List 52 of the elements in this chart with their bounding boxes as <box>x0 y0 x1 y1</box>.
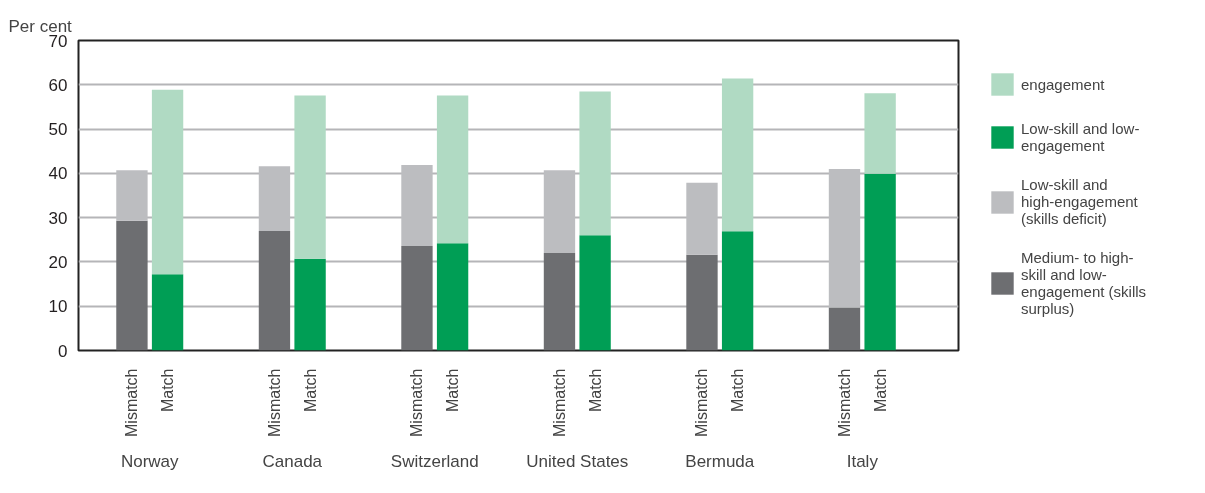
bar <box>151 274 184 351</box>
x-tick-label: Match <box>586 368 604 413</box>
x-tick-label: Mismatch <box>550 368 568 437</box>
x-tick-label: Mismatch <box>265 368 283 437</box>
bar <box>579 91 611 236</box>
x-tick-label: Match <box>159 368 177 413</box>
x-tick-label: Mismatch <box>835 368 853 437</box>
bar <box>294 95 326 259</box>
y-tick-label: 0 <box>58 341 68 361</box>
x-tick-label: Mismatch <box>693 368 711 437</box>
text: Canada <box>262 451 323 471</box>
text: Norway <box>120 451 180 471</box>
text: Switzerland <box>390 451 479 471</box>
bar <box>864 93 896 174</box>
bar <box>721 78 754 232</box>
x-tick-label: Mismatch <box>408 368 426 437</box>
text: Italy <box>846 451 879 471</box>
bar <box>579 235 611 351</box>
bar <box>294 258 326 351</box>
bar <box>721 231 754 351</box>
bar <box>686 182 718 255</box>
legend-label: Low-skill and high-engagement (skills deficit) <box>1021 176 1138 227</box>
text: United States <box>526 451 629 471</box>
bar <box>436 243 469 351</box>
bar <box>116 170 148 221</box>
bar <box>151 89 184 275</box>
y-tick-label: 10 <box>48 297 68 317</box>
bar <box>258 230 291 351</box>
y-tick-label: 40 <box>48 164 68 184</box>
bar <box>828 307 861 351</box>
text: Bermuda <box>685 451 755 471</box>
x-tick-label: Match <box>301 368 319 413</box>
x-tick-label: Match <box>729 368 747 413</box>
legend-label: Low-skill and low-engagement <box>1021 120 1140 154</box>
legend-label: Medium- to high-skill and low-engagement (skills surplus) <box>1021 249 1147 317</box>
bar <box>116 220 148 351</box>
bar <box>436 95 469 244</box>
bar <box>686 254 718 351</box>
bar <box>258 166 291 231</box>
x-tick-label: Mismatch <box>123 368 141 437</box>
y-tick-label: 50 <box>48 120 68 140</box>
legend-label: engagement <box>1021 75 1105 93</box>
y-tick-label: 20 <box>48 252 68 272</box>
bar <box>543 253 576 351</box>
bar <box>543 170 576 254</box>
bar <box>864 173 896 351</box>
bar <box>401 164 433 246</box>
y-tick-label: 60 <box>48 75 68 95</box>
x-tick-label: Match <box>444 368 462 413</box>
y-tick-label: 30 <box>48 208 68 228</box>
bar <box>401 245 433 351</box>
x-tick-label: Match <box>871 368 889 413</box>
